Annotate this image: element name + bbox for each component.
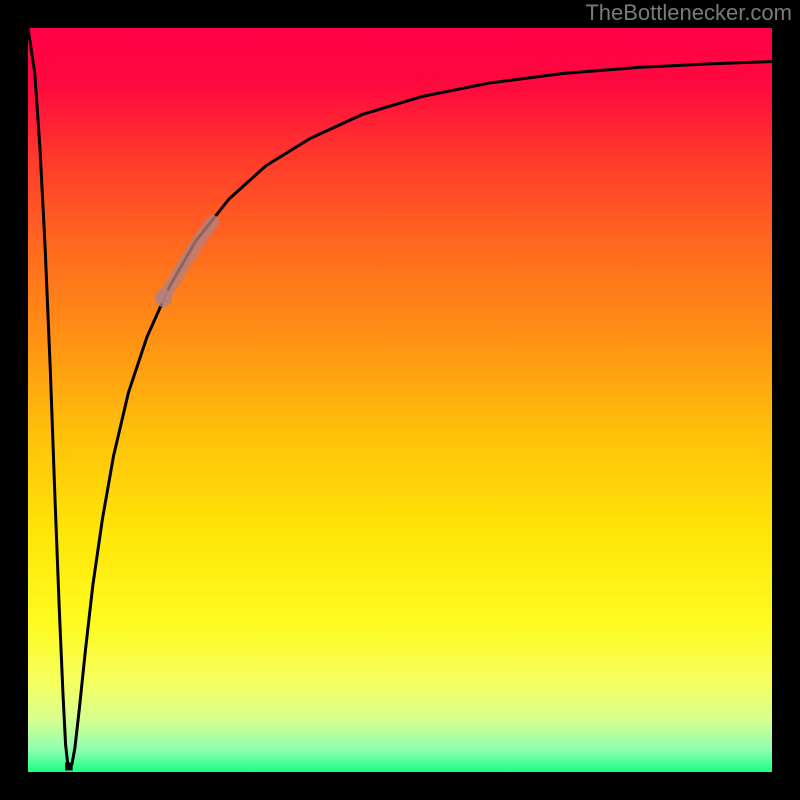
- watermark-text: TheBottlenecker.com: [585, 0, 792, 26]
- chart-background-gradient: [28, 28, 772, 772]
- highlight-segment-end-dot: [154, 289, 172, 307]
- bottleneck-chart: [0, 0, 800, 800]
